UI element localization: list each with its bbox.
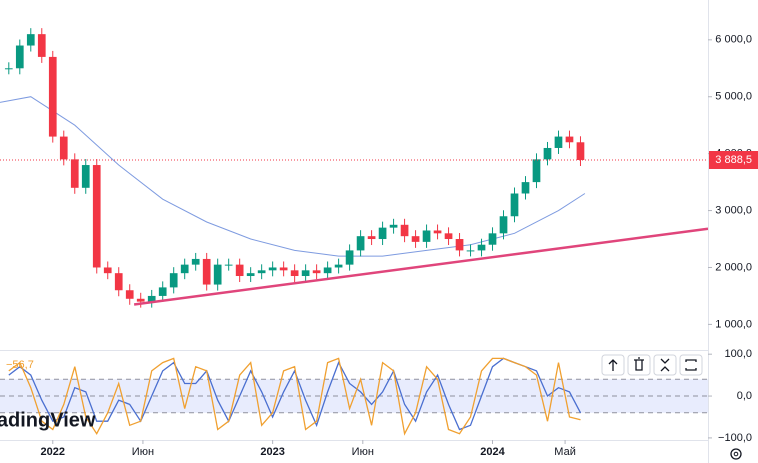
candle-body	[59, 136, 68, 160]
candle-body	[301, 270, 310, 277]
y-tick-label: −100,0	[718, 432, 752, 444]
x-tick-label: 2024	[480, 446, 505, 458]
candle-body	[323, 267, 332, 274]
candle-body	[356, 236, 365, 251]
y-tick-label: 1 000,0	[715, 318, 752, 330]
candle-body	[510, 193, 519, 217]
x-tick-label: 2022	[41, 446, 65, 458]
candle-body	[191, 258, 200, 265]
candle-body	[26, 34, 35, 46]
last-price-label: 3 888,5	[715, 154, 752, 166]
candle-body	[114, 273, 123, 291]
y-tick-label: 3 000,0	[715, 204, 752, 216]
candle-body	[576, 142, 585, 161]
candle-body	[543, 147, 552, 160]
candle-body	[158, 287, 167, 296]
y-tick-label: 2 000,0	[715, 261, 752, 273]
candle-body	[246, 273, 255, 277]
y-tick-label: 5 000,0	[715, 91, 752, 103]
candle-body	[147, 295, 156, 302]
candle-body	[433, 230, 442, 234]
candle-body	[92, 165, 101, 268]
y-tick-label: 0,0	[737, 390, 752, 402]
candle-body	[334, 264, 343, 268]
candle-body	[37, 34, 46, 57]
candle-body	[202, 258, 211, 285]
x-tick-label: Июн	[132, 446, 154, 458]
move-up-button[interactable]	[601, 354, 625, 376]
candle-body	[422, 230, 431, 242]
candle-body	[499, 216, 508, 234]
y-tick-label: 6 000,0	[715, 34, 752, 46]
candle-body	[4, 68, 13, 70]
candle-body	[268, 267, 277, 271]
candle-body	[257, 270, 266, 274]
candle-body	[180, 264, 189, 274]
candle-body	[279, 267, 288, 271]
candle-body	[444, 233, 453, 240]
candle-body	[554, 136, 563, 148]
candle-body	[477, 244, 486, 251]
candle-body	[103, 267, 112, 274]
candle-body	[235, 264, 244, 277]
logo: TradingView	[0, 409, 96, 431]
candle-body	[169, 273, 178, 288]
maximize-button[interactable]	[679, 354, 703, 376]
candle-body	[400, 224, 409, 237]
collapse-button[interactable]	[653, 354, 677, 376]
candle-body	[378, 227, 387, 240]
settings-button[interactable]	[730, 448, 742, 460]
candle-body	[466, 250, 475, 252]
candle-body	[125, 290, 134, 299]
candle-body	[411, 236, 420, 242]
oscillator-value: −56,7	[6, 359, 34, 371]
y-tick-label: 100,0	[724, 348, 752, 360]
oscillator-line	[8, 357, 582, 431]
candle-body	[290, 270, 299, 277]
candle-body	[345, 250, 354, 265]
candle-body	[70, 159, 79, 188]
delete-button[interactable]	[627, 354, 651, 376]
x-tick-label: Июн	[352, 446, 374, 458]
candle-body	[312, 270, 321, 274]
candle-body	[532, 159, 541, 183]
candle-body	[213, 264, 222, 285]
candle-body	[389, 224, 398, 228]
candle-body	[521, 182, 530, 194]
candle-body	[565, 136, 574, 143]
candle-body	[455, 239, 464, 251]
candle-body	[224, 264, 233, 266]
candle-body	[488, 233, 497, 245]
trendline	[133, 227, 709, 306]
candle-body	[136, 298, 145, 302]
x-tick-label: 2023	[260, 446, 284, 458]
candle-body	[367, 236, 376, 240]
oscillator-line	[8, 357, 581, 436]
last-price-box	[709, 151, 758, 170]
candle-body	[48, 56, 57, 137]
x-tick-label: Май	[554, 446, 576, 458]
moving-average	[0, 96, 586, 257]
candle-body	[81, 165, 90, 188]
candle-body	[15, 45, 24, 69]
